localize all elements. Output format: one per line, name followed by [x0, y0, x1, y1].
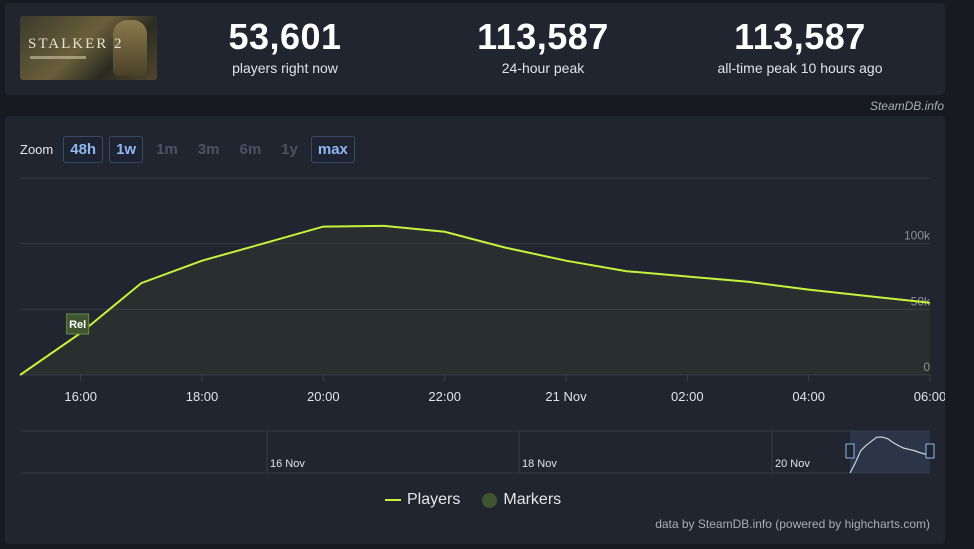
x-tick-label: 04:00	[792, 389, 825, 404]
navigator-right-handle[interactable]	[925, 443, 935, 459]
zoom-1y-button[interactable]: 1y	[281, 141, 298, 158]
navigator-label: 16 Nov	[270, 458, 305, 470]
legend-item-markers[interactable]: Markers	[482, 491, 561, 509]
capsule-tagline	[30, 56, 86, 59]
markers-dot-swatch	[482, 492, 498, 508]
y-tick-label: 100k	[904, 229, 931, 243]
legend-players-label: Players	[407, 491, 461, 508]
day-peak-value: 113,587	[477, 16, 609, 57]
x-tick-label: 06:00	[914, 389, 945, 404]
players-now-value: 53,601	[228, 16, 342, 57]
game-capsule-image[interactable]: STALKER 2	[20, 16, 157, 80]
chart-panel: Zoom 48h 1w 1m 3m 6m 1y max 0 50k 100k 16:0…	[5, 116, 945, 544]
x-tick-label: 21 Nov	[545, 389, 587, 404]
stats-header: STALKER 2 53,601 players right now 113,5…	[5, 3, 945, 95]
navigator-label: 20 Nov	[775, 458, 810, 470]
alltime-peak-value: 113,587	[734, 16, 866, 57]
legend-markers-label: Markers	[503, 491, 562, 508]
zoom-max-button[interactable]: max	[310, 136, 355, 163]
release-marker-label: Rel	[69, 319, 86, 331]
x-tick-label: 22:00	[428, 389, 461, 404]
day-peak-label: 24-hour peak	[501, 60, 585, 76]
chart-footer[interactable]: data by SteamDB.info (powered by highcha…	[655, 517, 930, 531]
navigator-left-handle[interactable]	[845, 443, 855, 459]
zoom-3m-button[interactable]: 3m	[197, 141, 220, 158]
zoom-1m-button[interactable]: 1m	[156, 141, 178, 158]
game-logo-text: STALKER 2	[28, 36, 124, 52]
x-tick-label: 18:00	[186, 389, 219, 404]
zoom-48h-button[interactable]: 48h	[63, 136, 104, 163]
soldier-art	[113, 20, 147, 76]
day-peak-stat: 113,587 24-hour peak	[433, 16, 653, 77]
zoom-6m-button[interactable]: 6m	[239, 141, 262, 158]
zoom-label: Zoom	[20, 142, 54, 157]
zoom-controls: Zoom 48h 1w 1m 3m 6m 1y max	[20, 136, 355, 163]
chart-legend: Players Markers	[385, 491, 561, 509]
players-line-swatch	[385, 499, 401, 501]
alltime-peak-stat: 113,587 all-time peak 10 hours ago	[690, 16, 910, 77]
steamdb-credit[interactable]: SteamDB.info	[869, 99, 944, 113]
players-now-label: players right now	[232, 60, 338, 76]
x-tick-label: 16:00	[64, 389, 97, 404]
zoom-1w-button[interactable]: 1w	[109, 136, 144, 163]
x-tick-label: 02:00	[671, 389, 704, 404]
release-marker	[66, 313, 90, 335]
legend-item-players[interactable]: Players	[385, 491, 460, 509]
navigator-series	[849, 436, 931, 474]
x-tick-label: 20:00	[307, 389, 340, 404]
y-tick-label: 0	[923, 360, 930, 374]
players-area	[20, 225, 930, 375]
navigator-label: 18 Nov	[522, 458, 557, 470]
alltime-peak-label: all-time peak 10 hours ago	[717, 60, 883, 76]
players-now-stat: 53,601 players right now	[175, 16, 395, 77]
players-line	[19, 224, 931, 376]
